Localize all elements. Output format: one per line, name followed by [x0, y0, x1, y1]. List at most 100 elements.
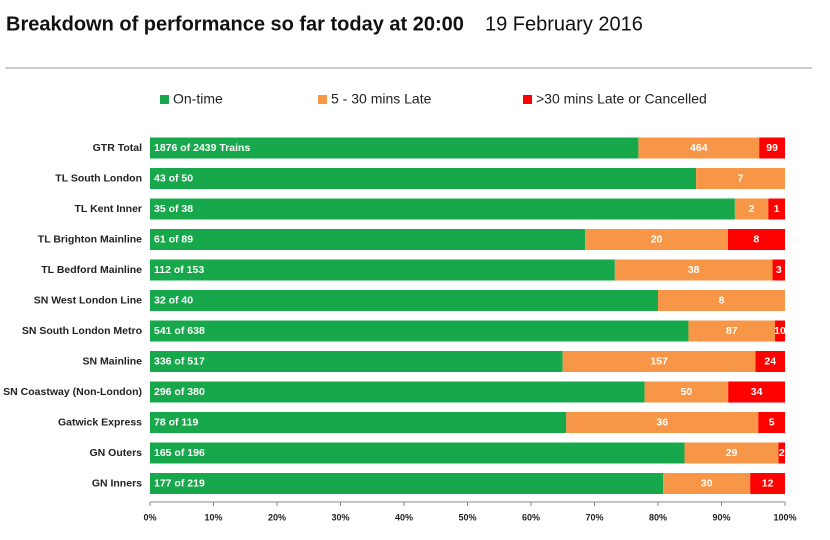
value-label: 3	[776, 264, 782, 276]
bar-segment	[727, 229, 785, 250]
category-label: SN Coastway (Non-London)	[3, 386, 142, 398]
legend-swatch	[318, 95, 327, 104]
chart-title: Breakdown of performance so far today at…	[6, 13, 464, 35]
legend-swatch	[160, 95, 169, 104]
category-label: TL Brighton Mainline	[38, 233, 142, 245]
x-tick-label: 20%	[268, 512, 286, 522]
value-label: 61 of 89	[154, 233, 193, 245]
value-label: 12	[762, 477, 774, 489]
value-label: 112 of 153	[154, 264, 204, 276]
category-label: GN Inners	[92, 477, 142, 489]
bar-segment	[150, 473, 664, 494]
value-label: 541 of 638	[154, 325, 205, 337]
value-label: 50	[681, 386, 693, 398]
category-label: TL Kent Inner	[75, 203, 142, 215]
value-label: 87	[726, 325, 738, 337]
x-tick-label: 70%	[585, 512, 603, 522]
value-label: 29	[726, 447, 738, 459]
bar-segment	[150, 412, 567, 433]
bar-segment	[772, 259, 785, 281]
bar-segment	[696, 168, 785, 189]
bar-segment	[150, 259, 615, 281]
value-label: 24	[764, 355, 776, 367]
bar-segment	[755, 351, 785, 372]
value-label: 32 of 40	[154, 294, 193, 306]
x-tick-label: 30%	[331, 512, 349, 522]
value-label: 165 of 196	[154, 447, 205, 459]
category-label: SN West London Line	[34, 294, 142, 306]
legend-swatch	[523, 95, 532, 104]
value-label: 35 of 38	[154, 203, 193, 215]
value-label: 38	[688, 264, 700, 276]
bar-segment	[734, 198, 769, 220]
bar-segment	[150, 290, 658, 311]
bar-segment	[759, 137, 785, 159]
bar-segment	[658, 290, 785, 311]
category-label: SN South London Metro	[22, 325, 142, 337]
value-label: 157	[650, 355, 668, 367]
category-label: TL South London	[55, 172, 142, 184]
bar-segment	[150, 198, 735, 220]
legend-label: 5 - 30 mins Late	[331, 91, 432, 107]
bar-segment	[562, 351, 756, 372]
bar-segment	[778, 442, 785, 464]
legend-label: On-time	[173, 91, 223, 107]
category-label: GN Outers	[89, 447, 142, 459]
bar-segment	[150, 320, 689, 342]
bar-segment	[150, 229, 586, 250]
value-label: 78 of 119	[154, 416, 199, 428]
value-label: 1876 of 2439 Trains	[154, 142, 250, 154]
bar-segment	[150, 351, 563, 372]
bar-segment	[688, 320, 776, 342]
value-label: 20	[651, 233, 663, 245]
value-label: 464	[690, 142, 708, 154]
category-label: SN Mainline	[82, 355, 142, 367]
bar-segment	[150, 137, 639, 159]
value-label: 8	[719, 294, 725, 306]
bar-segment	[614, 259, 773, 281]
value-label: 2	[779, 447, 785, 459]
legend-label: >30 mins Late or Cancelled	[536, 91, 707, 107]
value-label: 43 of 50	[154, 172, 193, 184]
value-label: 2	[749, 203, 755, 215]
x-tick-label: 10%	[204, 512, 222, 522]
value-label: 34	[751, 386, 763, 398]
bar-segment	[750, 473, 785, 494]
bar-segment	[150, 168, 697, 189]
bar-segment	[638, 137, 760, 159]
value-label: 5	[769, 416, 775, 428]
bar-segment	[663, 473, 751, 494]
value-label: 7	[738, 172, 744, 184]
category-label: TL Bedford Mainline	[41, 264, 142, 276]
x-tick-label: 0%	[143, 512, 156, 522]
category-label: Gatwick Express	[58, 416, 142, 428]
x-tick-label: 40%	[395, 512, 413, 522]
bar-segment	[150, 442, 685, 464]
bar-segment	[728, 381, 785, 403]
x-tick-label: 100%	[773, 512, 796, 522]
x-tick-label: 90%	[712, 512, 730, 522]
category-label: GTR Total	[93, 142, 142, 154]
bar-segment	[566, 412, 759, 433]
value-label: 36	[656, 416, 668, 428]
x-tick-label: 80%	[649, 512, 667, 522]
value-label: 336 of 517	[154, 355, 205, 367]
bar-segment	[684, 442, 779, 464]
bar-segment	[150, 381, 645, 403]
chart-subtitle: 19 February 2016	[485, 13, 643, 35]
value-label: 177 of 219	[154, 477, 205, 489]
value-label: 1	[774, 203, 780, 215]
value-label: 10	[774, 325, 786, 337]
value-label: 99	[766, 142, 778, 154]
bar-segment	[585, 229, 728, 250]
value-label: 296 of 380	[154, 386, 205, 398]
x-tick-label: 50%	[458, 512, 476, 522]
bar-segment	[768, 198, 785, 220]
x-tick-label: 60%	[522, 512, 540, 522]
bar-segment	[775, 320, 785, 342]
bar-segment	[758, 412, 785, 433]
bar-segment	[644, 381, 729, 403]
value-label: 8	[754, 233, 760, 245]
value-label: 30	[701, 477, 713, 489]
